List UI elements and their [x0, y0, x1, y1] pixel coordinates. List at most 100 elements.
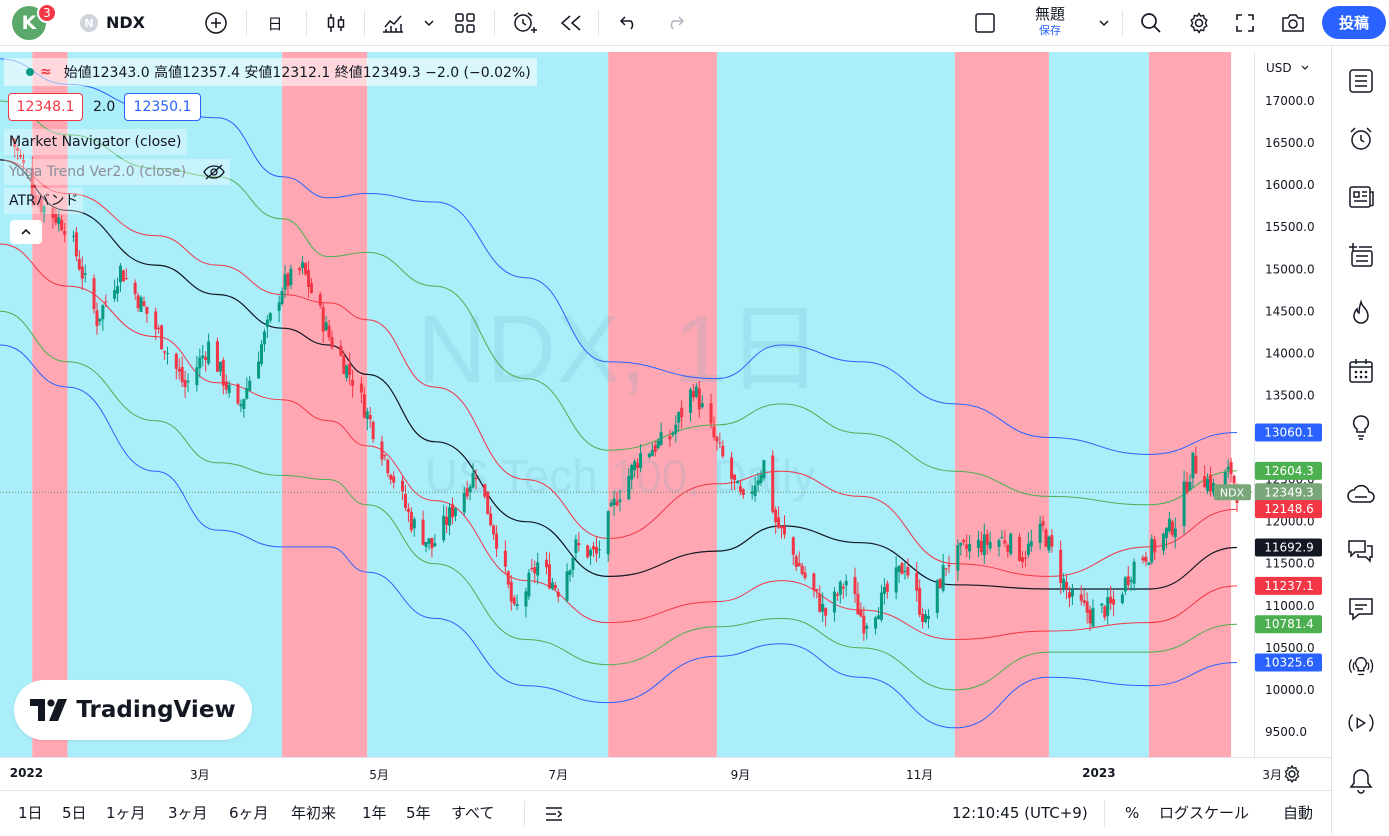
candle: [650, 449, 654, 457]
candle: [1029, 541, 1033, 547]
collapse-legend-button[interactable]: [10, 220, 42, 244]
candle: [677, 412, 681, 423]
indicators-button[interactable]: [378, 0, 408, 46]
indicators-dropdown[interactable]: [420, 0, 438, 46]
sell-price-button[interactable]: 12348.1: [8, 93, 83, 121]
indicator-atr-band[interactable]: ATRバンド: [4, 188, 84, 214]
news-button[interactable]: [1346, 182, 1376, 212]
candle: [392, 476, 396, 483]
candle: [718, 442, 722, 444]
candle: [844, 581, 848, 586]
candle: [1106, 597, 1110, 616]
time-axis[interactable]: 2022 3月 5月 7月 9月 11月 2023 3月: [0, 757, 1331, 790]
snapshot-button[interactable]: [1278, 0, 1308, 46]
candle: [691, 391, 695, 398]
undo-button[interactable]: [614, 0, 644, 46]
replay-button[interactable]: [556, 0, 586, 46]
indicator-yuga-trend[interactable]: Yuga Trend Ver2.0 (close): [4, 159, 230, 185]
candle: [794, 556, 798, 567]
symbol-tag: NDX: [1220, 486, 1245, 499]
candle: [712, 426, 716, 438]
symbol-search-button[interactable]: NDX: [106, 13, 146, 32]
percent-scale-button[interactable]: %: [1125, 804, 1140, 822]
candle: [976, 539, 980, 549]
candle: [1041, 521, 1045, 526]
candle: [959, 542, 963, 546]
candle: [257, 361, 261, 379]
range-5y[interactable]: 5年: [406, 804, 431, 822]
watchlist-button[interactable]: [1346, 66, 1376, 96]
symbol-tag-bg: [1214, 484, 1251, 501]
range-5d[interactable]: 5日: [62, 804, 87, 822]
range-1y[interactable]: 1年: [362, 804, 387, 822]
candle: [13, 139, 17, 148]
chat-button[interactable]: [1346, 480, 1376, 510]
layout-save-box[interactable]: 無題 保存: [1020, 4, 1080, 38]
range-1m[interactable]: 1ヶ月: [106, 804, 146, 822]
settings-button[interactable]: [1184, 0, 1214, 46]
candle: [1103, 606, 1107, 618]
candle: [877, 615, 881, 620]
indicator-market-navigator[interactable]: Market Navigator (close): [4, 129, 187, 155]
calendar-button[interactable]: [1346, 356, 1376, 386]
band-upper-blue: [0, 58, 1238, 455]
candle: [659, 432, 663, 446]
gear-icon[interactable]: [1282, 764, 1302, 784]
candle: [412, 519, 416, 529]
candle: [556, 591, 560, 597]
chart-type-button[interactable]: [320, 0, 352, 46]
price-tick: 15500.0: [1265, 220, 1315, 234]
alerts-button[interactable]: [1346, 124, 1376, 154]
interval-button[interactable]: 日: [267, 14, 283, 33]
price-chart[interactable]: NDX, 1日 US Tech 100, Daily 17000.016500.…: [0, 52, 1331, 757]
range-all[interactable]: すべて: [451, 804, 495, 822]
date-range-icon[interactable]: [543, 803, 565, 825]
layout-dropdown[interactable]: [1094, 0, 1114, 46]
range-ytd[interactable]: 年初来: [291, 804, 337, 822]
add-symbol-button[interactable]: [200, 0, 232, 46]
zone-blue: [67, 52, 283, 757]
publish-button[interactable]: 投稿: [1322, 6, 1386, 39]
chart-area[interactable]: NDX, 1日 US Tech 100, Daily 17000.0 16500.…: [0, 52, 1331, 757]
layout-button[interactable]: [450, 0, 480, 46]
candle: [926, 615, 930, 620]
camera-icon: [1282, 14, 1304, 32]
candle: [924, 614, 928, 623]
redo-button[interactable]: [660, 0, 690, 46]
eye-hidden-icon[interactable]: [202, 164, 225, 180]
newspaper-icon: [1349, 186, 1374, 208]
alert-button[interactable]: [508, 0, 540, 46]
time-label: 9月: [730, 768, 751, 782]
clock-timezone[interactable]: 12:10:45 (UTC+9): [952, 804, 1088, 822]
candle: [1226, 466, 1230, 471]
candle: [201, 355, 205, 358]
fullscreen-button[interactable]: [1230, 0, 1260, 46]
ideas-button[interactable]: [1346, 412, 1376, 442]
range-1d[interactable]: 1日: [18, 804, 43, 822]
tradingview-logo[interactable]: TradingView: [14, 680, 252, 740]
streams-button[interactable]: [1346, 708, 1376, 738]
candle: [879, 592, 883, 620]
select-checkbox[interactable]: [970, 0, 1000, 46]
add-list-button[interactable]: [1346, 240, 1376, 270]
search-button[interactable]: [1136, 0, 1166, 46]
time-label: 2022: [9, 766, 44, 780]
spread-value: 2.0: [93, 99, 116, 115]
time-label: 7月: [548, 768, 569, 782]
log-scale-button[interactable]: ログスケール: [1159, 804, 1250, 822]
candle: [1112, 599, 1116, 605]
watermark-title: NDX, 1日: [417, 296, 822, 403]
candle: [803, 572, 807, 578]
candle: [1059, 549, 1063, 583]
hotlists-button[interactable]: [1346, 298, 1376, 328]
chevron-down-icon[interactable]: [1301, 65, 1309, 70]
auto-scale-button[interactable]: 自動: [1283, 804, 1314, 822]
range-6m[interactable]: 6ヶ月: [229, 804, 269, 822]
range-3m[interactable]: 3ヶ月: [168, 804, 208, 822]
messages-button[interactable]: [1346, 536, 1376, 566]
notifications-button[interactable]: [1346, 766, 1376, 796]
tips-button[interactable]: [1346, 652, 1376, 682]
buy-price-button[interactable]: 12350.1: [124, 93, 201, 121]
minds-button[interactable]: [1346, 594, 1376, 624]
currency-label[interactable]: USD: [1266, 61, 1292, 75]
